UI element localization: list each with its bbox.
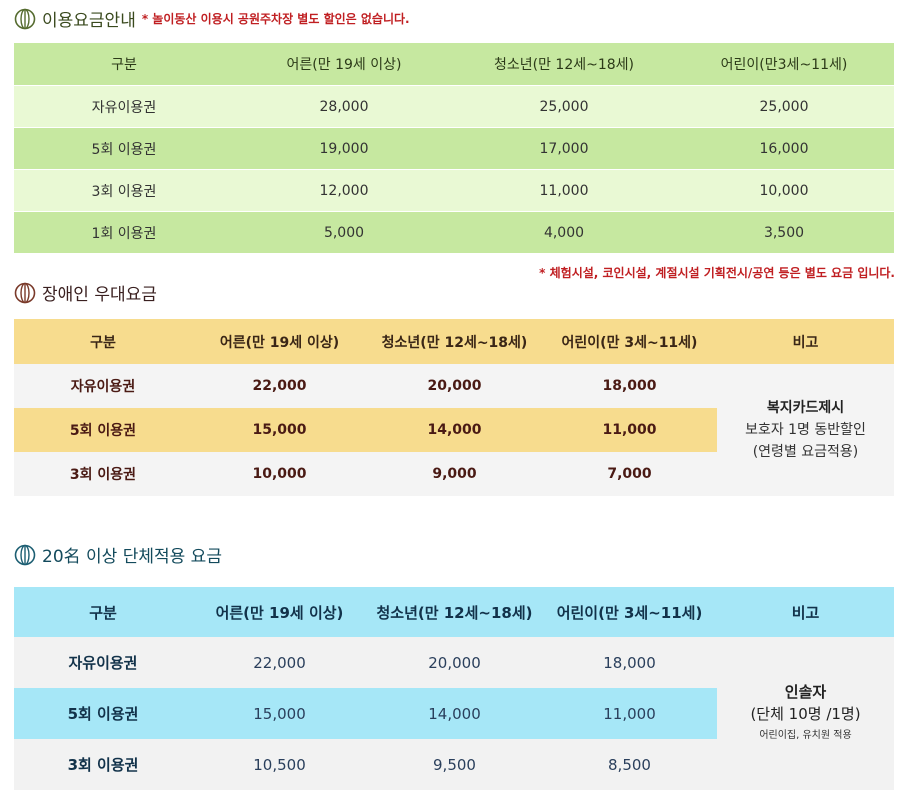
extra-fee-note: * 체험시설, 코인시설, 계절시설 기획전시/공연 등은 별도 요금 입니다. [539,266,895,280]
remark-line: 어린이집, 유치원 적용 [759,729,852,741]
price-cell: 9,500 [367,739,542,790]
section-title-pricing: 이용요금안내 * 놀이동산 이용시 공원주차장 별도 할인은 없습니다. [14,6,410,31]
price-cell: 11,000 [454,169,674,212]
table-row: 5회 이용권 19,000 17,000 16,000 [14,127,894,170]
section-title-text: 20名 이상 단체적용 요금 [42,547,222,567]
price-cell: 10,500 [192,739,367,790]
price-cell: 11,000 [542,408,717,452]
header-child: 어린이(만 3세~11세) [542,587,717,637]
remark-line: 보호자 1명 동반할인 [745,422,866,438]
price-cell: 17,000 [454,127,674,170]
price-cell: 12,000 [234,169,454,212]
row-label: 3회 이용권 [14,452,192,496]
price-cell: 19,000 [234,127,454,170]
price-cell: 16,000 [674,127,894,170]
price-cell: 25,000 [454,85,674,128]
header-category: 구분 [14,587,192,637]
price-cell: 4,000 [454,211,674,253]
price-cell: 20,000 [367,637,542,688]
price-cell: 22,000 [192,364,367,408]
remark-line: 복지카드제시 [766,400,845,416]
header-remark: 비고 [717,587,894,637]
price-cell: 28,000 [234,85,454,128]
page-title: 이용요금안내 [42,11,136,31]
price-cell: 15,000 [192,688,367,739]
price-cell: 25,000 [674,85,894,128]
table-row: 3회 이용권 10,000 9,000 7,000 [14,452,894,496]
row-label: 자유이용권 [14,364,192,408]
row-label: 1회 이용권 [14,211,234,253]
header-adult: 어른(만 19세 이상) [192,587,367,637]
header-child: 어린이(만 3세~11세) [542,319,717,364]
price-cell: 3,500 [674,211,894,253]
table-row: 3회 이용권 10,500 9,500 8,500 [14,739,894,790]
price-cell: 18,000 [542,364,717,408]
table-row: 1회 이용권 5,000 4,000 3,500 [14,211,894,253]
table-row: 자유이용권 22,000 20,000 18,000 인솔자 (단체 10명 /… [14,637,894,790]
price-cell: 7,000 [542,452,717,496]
price-cell: 9,000 [367,452,542,496]
row-label: 3회 이용권 [14,739,192,790]
row-label: 3회 이용권 [14,169,234,212]
header-remark: 비고 [717,319,894,364]
header-youth: 청소년(만 12세~18세) [454,43,674,86]
price-cell: 5,000 [234,211,454,253]
globe-icon [14,544,36,565]
group-price-table: 구분 어른(만 19세 이상) 청소년(만 12세~18세) 어린이(만 3세~… [14,587,894,790]
row-label: 자유이용권 [14,637,192,688]
table-header-row: 구분 어른(만 19세 이상) 청소년(만 12세~18세) 어린이(만 3세~… [14,587,894,637]
price-cell: 22,000 [192,637,367,688]
header-child: 어린이(만3세~11세) [674,43,894,86]
price-cell: 10,000 [674,169,894,212]
row-label: 5회 이용권 [14,688,192,739]
price-cell: 10,000 [192,452,367,496]
remark-line: 인솔자 [784,682,827,701]
section-title-group: 20名 이상 단체적용 요금 [14,542,222,567]
general-price-table: 구분 어른(만 19세 이상) 청소년(만 12세~18세) 어린이(만3세~1… [14,43,894,253]
table-header-row: 구분 어른(만 19세 이상) 청소년(만 12세~18세) 어린이(만3세~1… [14,43,894,86]
section-title-disabled: 장애인 우대요금 [14,280,157,305]
header-youth: 청소년(만 12세~18세) [367,319,542,364]
remark-line: (단체 10명 /1명) [750,704,861,723]
price-cell: 11,000 [542,688,717,739]
table-row: 자유이용권 22,000 20,000 18,000 복지카드제시 보호자 1명… [14,364,894,496]
row-label: 자유이용권 [14,85,234,128]
table-row: 3회 이용권 12,000 11,000 10,000 [14,169,894,212]
row-label: 5회 이용권 [14,127,234,170]
disabled-price-table: 구분 어른(만 19세 이상) 청소년(만 12세~18세) 어린이(만 3세~… [14,319,894,496]
price-cell: 15,000 [192,408,367,452]
parking-note: * 놀이동산 이용시 공원주차장 별도 할인은 없습니다. [141,12,410,26]
price-cell: 14,000 [367,408,542,452]
table-row: 5회 이용권 15,000 14,000 11,000 [14,688,894,739]
table-header-row: 구분 어른(만 19세 이상) 청소년(만 12세~18세) 어린이(만 3세~… [14,319,894,364]
header-category: 구분 [14,319,192,364]
header-category: 구분 [14,43,234,86]
remark-cell: 복지카드제시 보호자 1명 동반할인 (연령별 요금적용) [717,364,894,496]
globe-icon [14,8,36,29]
section-title-text: 장애인 우대요금 [42,285,157,305]
table-row: 5회 이용권 15,000 14,000 11,000 [14,408,894,452]
header-adult: 어른(만 19세 이상) [234,43,454,86]
header-adult: 어른(만 19세 이상) [192,319,367,364]
globe-icon [14,282,36,303]
price-cell: 14,000 [367,688,542,739]
remark-cell: 인솔자 (단체 10명 /1명) 어린이집, 유치원 적용 [717,637,894,790]
remark-line: (연령별 요금적용) [752,444,859,460]
row-label: 5회 이용권 [14,408,192,452]
header-youth: 청소년(만 12세~18세) [367,587,542,637]
table-row: 자유이용권 28,000 25,000 25,000 [14,85,894,128]
price-cell: 18,000 [542,637,717,688]
price-cell: 20,000 [367,364,542,408]
price-cell: 8,500 [542,739,717,790]
